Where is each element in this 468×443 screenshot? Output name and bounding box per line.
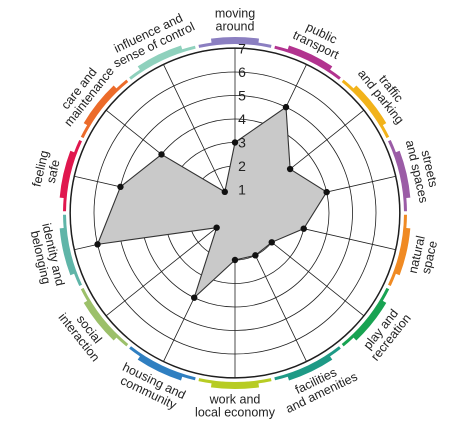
data-point (231, 256, 239, 264)
category-label: feelingsafe (30, 149, 65, 191)
data-point (117, 183, 124, 191)
tick-label: 7 (238, 41, 246, 57)
data-point (231, 139, 239, 146)
band-segment (198, 37, 272, 48)
category-label: moving around (215, 7, 255, 34)
category-label: work and local economy (195, 393, 276, 420)
category-label: trafficand parking (355, 59, 417, 127)
band-segment (341, 79, 390, 139)
tick-label: 3 (238, 135, 246, 151)
data-point (286, 165, 294, 173)
tick-label: 5 (238, 88, 246, 104)
data-point (252, 252, 259, 259)
data-point (213, 224, 220, 231)
data-point (300, 225, 307, 232)
data-point (282, 103, 290, 111)
radial-ticks: 1 2 3 4 5 6 7 (238, 41, 246, 198)
spoke (163, 64, 236, 214)
data-point (323, 188, 330, 196)
band-segment (59, 214, 82, 286)
tick-label: 4 (238, 111, 246, 127)
band-segment (341, 287, 390, 347)
band-segment (80, 79, 129, 139)
category-label: naturalspace (406, 234, 441, 277)
spoke (105, 212, 236, 317)
category-band-ring (59, 37, 411, 389)
band-segment (388, 140, 411, 212)
category-label: socialinteraction (56, 302, 113, 364)
data-point (158, 151, 165, 158)
tick-label: 1 (238, 182, 246, 198)
band-segment (274, 45, 341, 80)
tick-label: 6 (238, 64, 246, 80)
data-area-group (94, 103, 330, 301)
band-segment (129, 346, 196, 381)
band-segment (388, 214, 411, 286)
band-segment (129, 45, 196, 80)
tick-label: 2 (238, 158, 246, 174)
data-point (94, 241, 101, 248)
band-segment (80, 287, 129, 347)
band-segment (59, 140, 82, 212)
data-point (191, 294, 198, 301)
band-segment (198, 378, 272, 389)
data-point (221, 188, 229, 196)
band-segment (274, 346, 341, 381)
data-point (268, 239, 275, 246)
category-label: streetsand spaces (403, 136, 444, 204)
